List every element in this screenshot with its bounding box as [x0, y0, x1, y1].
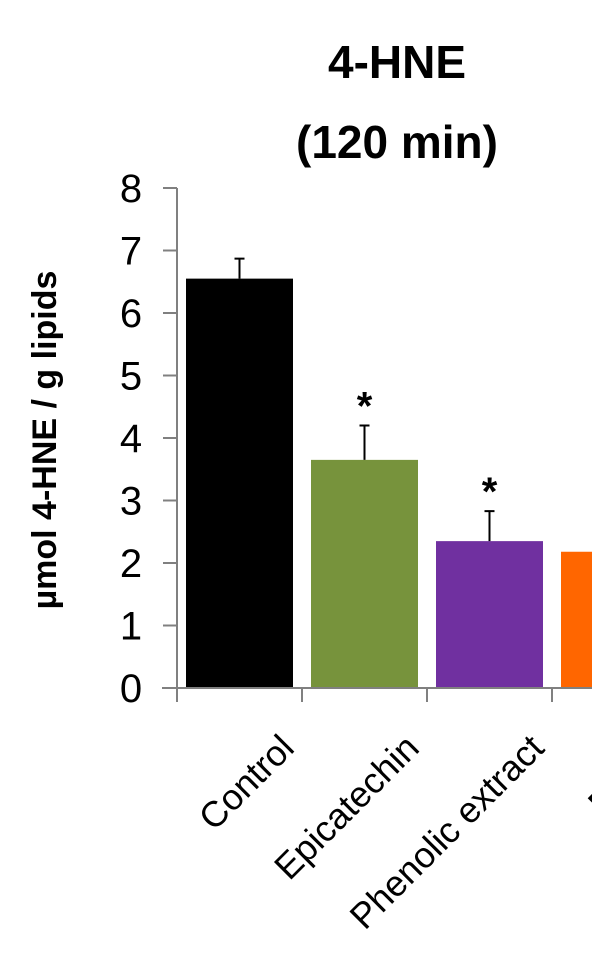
category-label: Puree	[580, 727, 592, 824]
significance-marker: *	[357, 385, 373, 429]
bars-group	[186, 278, 592, 688]
y-tick-label: 1	[120, 605, 142, 649]
y-tick-label: 7	[120, 230, 142, 274]
y-tick-label: 2	[120, 542, 142, 586]
bar-puree	[561, 551, 592, 688]
y-tick-label: 8	[120, 167, 142, 211]
significance-marker: *	[482, 470, 498, 514]
y-ticks-group: 0 1 2 3 4 5 6 7 8	[120, 167, 177, 711]
y-tick-label: 4	[120, 417, 142, 461]
chart-title-line2: (120 min)	[296, 116, 498, 168]
bar-phenolic-extract	[436, 541, 543, 688]
error-bars-group	[234, 257, 495, 542]
x-ticks-group	[176, 688, 553, 702]
category-label: Control	[191, 727, 302, 838]
bar-control	[186, 278, 293, 688]
y-tick-label: 3	[120, 480, 142, 524]
significance-group: **	[357, 385, 498, 515]
y-axis-label: µmol 4-HNE / g lipids	[26, 271, 64, 610]
y-tick-label: 0	[120, 667, 142, 711]
y-tick-label: 6	[120, 292, 142, 336]
chart-title-line1: 4-HNE	[328, 36, 466, 88]
bar-epicatechin	[311, 459, 418, 688]
y-tick-label: 5	[120, 355, 142, 399]
